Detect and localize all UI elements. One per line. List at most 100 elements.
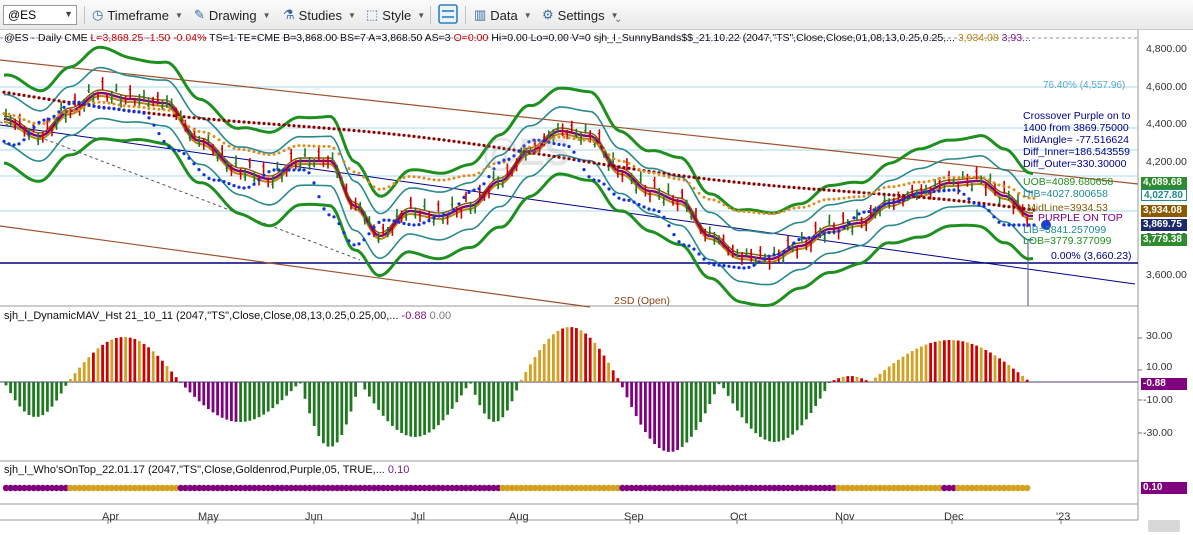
ma-dot-blue	[517, 149, 521, 153]
wot-dot	[522, 484, 529, 492]
ma-dot-maroon	[842, 189, 846, 193]
ma-dot-maroon	[732, 180, 736, 184]
hist-bar	[174, 377, 178, 382]
wot-dot	[458, 484, 465, 492]
time-scroll-handle[interactable]	[1148, 520, 1180, 532]
chevron-down-icon[interactable]: ▼	[64, 9, 73, 19]
hist-bar	[621, 382, 624, 388]
hist-bar	[9, 382, 12, 394]
ma-dot-maroon	[662, 171, 666, 175]
toolbar-overflow[interactable]: ⌄	[614, 9, 622, 29]
ma-dot-blue	[472, 188, 476, 192]
toolbar-separator	[84, 6, 85, 24]
ma-dot-orange	[787, 207, 791, 211]
studies-button[interactable]: ⚗ Studies ▼	[283, 5, 356, 25]
wot-dot	[25, 484, 33, 492]
ma-dot-blue	[57, 110, 61, 114]
ma-dot-blue	[357, 242, 361, 246]
ma-dot-blue	[837, 229, 841, 233]
price-chart[interactable]	[0, 30, 1193, 535]
hist-bar	[722, 382, 725, 389]
wot-dot	[812, 484, 819, 492]
ma-dot-orange	[722, 203, 726, 207]
ma-dot-maroon	[52, 98, 56, 102]
ma-dot-blue	[287, 168, 291, 172]
wot-dot	[426, 484, 433, 492]
ma-dot-maroon	[262, 121, 266, 126]
ma-dot-blue	[197, 168, 201, 172]
sub1-label[interactable]: sjh_I_DynamicMAV_Hst 21_10_11 (2047,"TS"…	[4, 310, 451, 322]
ma-dot-orange	[882, 186, 886, 190]
ma-dot-orange	[1022, 194, 1026, 198]
ma-dot-orange	[212, 135, 216, 138]
ma-dot-orange	[392, 182, 396, 186]
hist-bar	[381, 382, 385, 416]
ma-dot-maroon	[952, 198, 956, 202]
settings-button[interactable]: ⚙ Settings ▼	[542, 5, 619, 25]
layout-button[interactable]	[437, 4, 459, 24]
data-button[interactable]: ▥ Data ▼	[474, 5, 532, 25]
wot-dot	[39, 484, 46, 492]
ma-dot-maroon	[237, 120, 241, 124]
drawing-button[interactable]: ✎ Drawing ▼	[194, 5, 271, 25]
ma-dot-blue	[437, 214, 441, 218]
wot-dot	[913, 484, 920, 492]
hist-bar	[1021, 375, 1024, 382]
ma-dot-orange	[742, 210, 746, 213]
ma-dot-blue	[667, 224, 671, 228]
wot-dot	[288, 484, 295, 492]
hist-bar	[791, 382, 794, 435]
wot-dot	[794, 484, 801, 492]
ma-dot-blue	[742, 266, 746, 270]
ma-dot-maroon	[852, 190, 856, 194]
symbol-input[interactable]	[8, 7, 64, 23]
hist-bar	[464, 382, 468, 389]
ma-dot-blue	[817, 233, 821, 237]
ma-dot-orange	[382, 187, 386, 191]
wot-dot	[688, 484, 695, 492]
ma-dot-blue	[77, 100, 81, 104]
hist-bar	[312, 382, 316, 426]
ma-dot-blue	[297, 168, 301, 172]
ma-dot-orange	[922, 180, 926, 184]
wot-dot	[159, 484, 166, 492]
timeframe-button[interactable]: ◷ Timeframe ▼	[92, 5, 183, 25]
wot-dot	[702, 484, 709, 492]
ma-dot-blue	[237, 185, 241, 189]
wot-dot	[895, 484, 902, 492]
hist-bar	[763, 382, 767, 440]
info-line: Diff_Outer=330.30000	[1023, 158, 1127, 170]
ma-dot-blue	[477, 187, 481, 191]
ma-dot-maroon	[687, 175, 691, 179]
ma-dot-maroon	[847, 190, 851, 194]
ma-dot-maroon	[607, 163, 611, 167]
wot-dot	[228, 484, 235, 492]
ma-dot-maroon	[292, 124, 296, 128]
ma-dot-blue	[537, 138, 541, 142]
ma-dot-orange	[292, 144, 296, 148]
ma-dot-blue	[1032, 223, 1036, 227]
sub2-label[interactable]: sjh_I_Who'sOnTop_22.01.17 (2047,"TS",Clo…	[4, 464, 409, 476]
ma-dot-blue	[972, 201, 976, 205]
style-button[interactable]: ⬚ Style ▼	[366, 5, 425, 25]
month-label: Dec	[944, 511, 964, 523]
hist-bar	[809, 382, 813, 413]
hist-bar	[616, 378, 620, 382]
ma-dot-maroon	[707, 177, 711, 181]
ma-dot-blue	[697, 252, 701, 256]
indicator-main-label[interactable]: sjh_I_SunnyBands$$_21.10.22 (2047,"TS",C…	[593, 32, 955, 44]
ma-dot-blue	[352, 243, 356, 247]
wot-dot	[849, 484, 856, 492]
wot-dot	[932, 484, 939, 492]
wot-dot	[936, 484, 943, 492]
ma-dot-orange	[117, 103, 121, 107]
month-label: Aug	[509, 511, 529, 523]
ma-dot-blue	[992, 215, 996, 219]
channel-lower	[0, 225, 591, 308]
ma-dot-maroon	[392, 132, 396, 136]
hist-bar	[64, 382, 68, 386]
symbol-box[interactable]: ▼	[3, 5, 77, 25]
wot-dot	[398, 484, 405, 492]
hist-bar	[128, 337, 132, 382]
ma-dot-maroon	[462, 141, 466, 145]
